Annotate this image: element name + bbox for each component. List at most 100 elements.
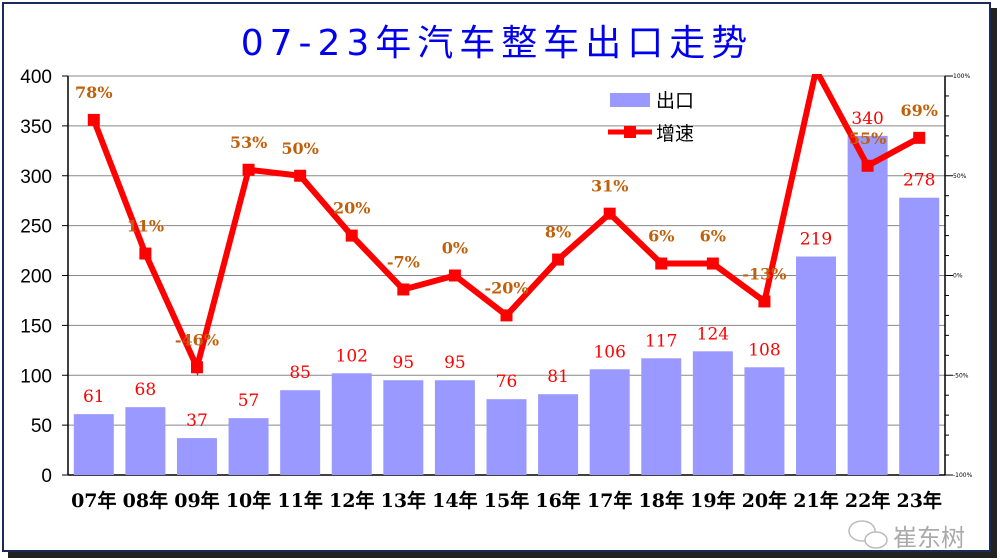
bar-label: 108 bbox=[748, 340, 780, 360]
legend-line-marker bbox=[624, 126, 636, 138]
bar-09年 bbox=[176, 438, 217, 475]
bar-label: 124 bbox=[697, 324, 729, 344]
growth-label: 53% bbox=[230, 133, 267, 152]
growth-marker-19年 bbox=[706, 257, 719, 270]
bar-label: 37 bbox=[186, 411, 208, 431]
bar-19年 bbox=[692, 351, 733, 475]
bar-label: 61 bbox=[83, 387, 105, 407]
y-left-tick-label: 300 bbox=[20, 167, 52, 188]
bar-22年 bbox=[847, 135, 888, 475]
y-left-tick-label: 100 bbox=[20, 366, 52, 387]
bar-07年 bbox=[73, 414, 114, 475]
growth-label: 0% bbox=[442, 239, 468, 258]
bar-16年 bbox=[538, 394, 579, 475]
x-tick-label: 22年 bbox=[845, 489, 890, 512]
y-left-tick-label: 50 bbox=[31, 416, 52, 437]
bar-21年 bbox=[796, 256, 837, 475]
growth-label: 6% bbox=[700, 227, 726, 246]
bar-17年 bbox=[589, 369, 630, 475]
bar-label: 219 bbox=[800, 230, 832, 250]
x-tick-label: 21年 bbox=[793, 489, 838, 512]
bar-23年 bbox=[899, 197, 940, 475]
growth-label: 11% bbox=[127, 217, 164, 236]
growth-label: -20% bbox=[484, 278, 528, 297]
growth-marker-07年 bbox=[87, 113, 100, 126]
bar-label: 76 bbox=[496, 372, 518, 392]
bar-label: 95 bbox=[393, 353, 415, 373]
x-tick-label: 10年 bbox=[226, 489, 271, 512]
growth-label: 8% bbox=[545, 223, 571, 242]
bar-label: 57 bbox=[238, 391, 260, 411]
growth-label: -7% bbox=[387, 252, 420, 271]
bar-11年 bbox=[280, 390, 321, 475]
bar-15年 bbox=[486, 399, 527, 475]
growth-label: 55% bbox=[849, 129, 886, 148]
x-tick-label: 09年 bbox=[174, 489, 219, 512]
y-right-tick-label: 50% bbox=[953, 173, 967, 180]
x-tick-label: 19年 bbox=[690, 489, 735, 512]
growth-marker-20年 bbox=[758, 295, 771, 308]
growth-label: 50% bbox=[281, 139, 318, 158]
bar-10年 bbox=[228, 418, 269, 475]
bar-label: 278 bbox=[903, 171, 935, 191]
x-tick-label: 20年 bbox=[742, 489, 787, 512]
growth-marker-17年 bbox=[603, 207, 616, 220]
growth-marker-09年 bbox=[190, 361, 203, 374]
growth-marker-13年 bbox=[397, 283, 410, 296]
bar-label: 106 bbox=[593, 342, 625, 362]
wechat-icon bbox=[848, 520, 876, 542]
x-tick-label: 07年 bbox=[71, 489, 116, 512]
growth-label: 31% bbox=[591, 177, 628, 196]
y-right-tick-label: -50% bbox=[953, 372, 969, 379]
y-left-tick-label: 0 bbox=[41, 466, 52, 487]
bar-18年 bbox=[641, 358, 682, 475]
x-tick-label: 23年 bbox=[896, 489, 941, 512]
x-tick-label: 11年 bbox=[277, 489, 322, 512]
x-tick-label: 08年 bbox=[123, 489, 168, 512]
growth-label: 78% bbox=[75, 83, 112, 102]
watermark-text: 崔东树 bbox=[893, 524, 965, 552]
bar-label: 68 bbox=[135, 380, 157, 400]
growth-marker-12年 bbox=[345, 229, 358, 242]
legend-bar-swatch bbox=[610, 93, 650, 107]
legend-line-label: 增速 bbox=[656, 123, 694, 145]
y-left-tick-label: 400 bbox=[20, 67, 52, 88]
bar-14年 bbox=[434, 380, 475, 475]
growth-label: 69% bbox=[900, 101, 937, 120]
growth-marker-08年 bbox=[139, 247, 152, 260]
x-tick-label: 14年 bbox=[432, 489, 477, 512]
bar-label: 81 bbox=[547, 367, 569, 387]
growth-marker-23年 bbox=[913, 131, 926, 144]
y-right-tick-label: 0% bbox=[953, 273, 963, 280]
bar-label: 85 bbox=[289, 363, 311, 383]
bar-12年 bbox=[331, 373, 372, 475]
growth-marker-15年 bbox=[500, 309, 513, 322]
chart-title: 07-23年汽车整车出口走势 bbox=[241, 23, 754, 64]
bar-label: 95 bbox=[444, 353, 466, 373]
growth-marker-14年 bbox=[448, 269, 461, 282]
y-left-tick-label: 150 bbox=[20, 316, 52, 337]
growth-label: 20% bbox=[333, 199, 370, 218]
wechat-icon-bubble bbox=[864, 531, 888, 549]
y-left-tick-label: 350 bbox=[20, 117, 52, 138]
growth-label: -13% bbox=[742, 264, 786, 283]
bar-08年 bbox=[125, 407, 166, 475]
growth-marker-18年 bbox=[655, 257, 668, 270]
y-left-tick-label: 250 bbox=[20, 217, 52, 238]
x-tick-label: 12年 bbox=[329, 489, 374, 512]
growth-marker-11年 bbox=[294, 169, 307, 182]
y-left-tick-label: 200 bbox=[20, 267, 52, 288]
bar-label: 340 bbox=[851, 109, 883, 129]
x-tick-label: 13年 bbox=[381, 489, 426, 512]
bar-13年 bbox=[383, 380, 424, 475]
bar-label: 102 bbox=[336, 346, 368, 366]
growth-marker-10年 bbox=[242, 163, 255, 176]
growth-line bbox=[90, 74, 921, 377]
x-tick-label: 15年 bbox=[484, 489, 529, 512]
growth-label: -46% bbox=[175, 330, 219, 349]
x-tick-label: 16年 bbox=[535, 489, 580, 512]
y-right-tick-label: -100% bbox=[953, 472, 973, 479]
growth-marker-16年 bbox=[552, 253, 565, 266]
y-right-tick-label: 100% bbox=[953, 73, 970, 80]
